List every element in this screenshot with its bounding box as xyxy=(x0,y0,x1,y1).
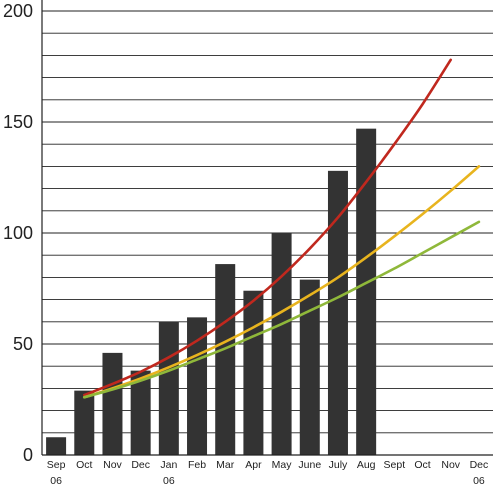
y-tick-label: 200 xyxy=(3,1,33,21)
x-tick-label: Sept xyxy=(384,459,406,471)
trend-lines xyxy=(82,58,481,399)
x-tick-label: May xyxy=(272,459,293,471)
x-tick-label: Nov xyxy=(103,459,122,471)
x-tick-label: Oct xyxy=(414,459,430,471)
x-tick-sublabel: 06 xyxy=(473,475,485,487)
bar xyxy=(327,170,348,455)
bar xyxy=(271,233,292,455)
y-tick-label: 0 xyxy=(23,445,33,465)
bar xyxy=(299,279,320,455)
bar xyxy=(187,317,208,455)
y-tick-label: 50 xyxy=(13,334,33,354)
x-tick-label: Sep xyxy=(47,459,66,471)
y-tick-label: 100 xyxy=(3,223,33,243)
y-tick-labels: 0 50 100 150 200 xyxy=(3,1,33,465)
bar xyxy=(215,264,236,455)
y-tick-label: 150 xyxy=(3,112,33,132)
trend-line xyxy=(82,165,481,399)
x-tick-label: Feb xyxy=(188,459,206,471)
bar xyxy=(74,390,95,455)
trend-line xyxy=(82,58,453,397)
bar xyxy=(130,370,151,455)
bar xyxy=(158,321,179,455)
x-tick-label: Oct xyxy=(76,459,92,471)
x-tick-label: Dec xyxy=(131,459,150,471)
x-tick-labels: Sep 06 Oct Nov Dec Jan 06 Feb Mar Apr May June July A… xyxy=(47,459,489,487)
bar xyxy=(46,437,67,455)
bar xyxy=(356,128,377,455)
x-tick-label: Apr xyxy=(245,459,262,471)
bar xyxy=(102,352,123,455)
x-tick-label: Dec xyxy=(470,459,489,471)
gridlines xyxy=(42,10,493,434)
x-tick-sublabel: 06 xyxy=(163,475,175,487)
x-tick-label: July xyxy=(329,459,348,471)
x-tick-label: June xyxy=(298,459,321,471)
bar xyxy=(243,290,264,455)
x-tick-label: Nov xyxy=(441,459,460,471)
x-tick-label: Mar xyxy=(216,459,235,471)
x-tick-sublabel: 06 xyxy=(50,475,62,487)
x-tick-label: Aug xyxy=(357,459,376,471)
trend-line xyxy=(82,220,481,399)
x-tick-label: Jan xyxy=(160,459,177,471)
bars xyxy=(46,128,377,455)
axes xyxy=(41,0,493,456)
